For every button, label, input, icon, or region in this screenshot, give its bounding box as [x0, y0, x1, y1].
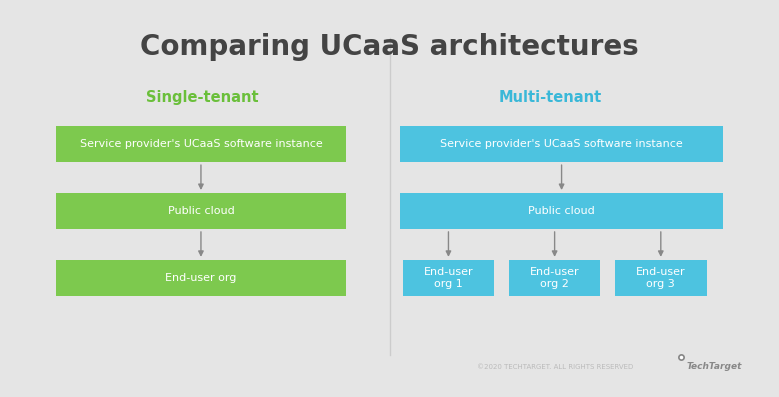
Text: Comparing UCaaS architectures: Comparing UCaaS architectures [140, 33, 639, 61]
Text: Public cloud: Public cloud [528, 206, 595, 216]
FancyBboxPatch shape [400, 126, 723, 162]
Text: End-user
org 3: End-user org 3 [636, 267, 686, 289]
Text: Service provider's UCaaS software instance: Service provider's UCaaS software instan… [440, 139, 683, 149]
FancyBboxPatch shape [400, 193, 723, 229]
Text: Multi-tenant: Multi-tenant [499, 90, 602, 105]
FancyBboxPatch shape [56, 260, 346, 296]
FancyBboxPatch shape [56, 193, 346, 229]
FancyBboxPatch shape [615, 260, 707, 296]
Text: Public cloud: Public cloud [167, 206, 234, 216]
Text: End-user org: End-user org [165, 273, 237, 283]
Text: End-user
org 1: End-user org 1 [424, 267, 474, 289]
Text: End-user
org 2: End-user org 2 [530, 267, 580, 289]
Text: Service provider's UCaaS software instance: Service provider's UCaaS software instan… [79, 139, 323, 149]
FancyBboxPatch shape [509, 260, 601, 296]
Text: Single-tenant: Single-tenant [146, 90, 259, 105]
Text: TechTarget: TechTarget [686, 362, 742, 371]
FancyBboxPatch shape [56, 126, 346, 162]
FancyBboxPatch shape [403, 260, 494, 296]
Text: ©2020 TECHTARGET. ALL RIGHTS RESERVED: ©2020 TECHTARGET. ALL RIGHTS RESERVED [478, 364, 633, 370]
